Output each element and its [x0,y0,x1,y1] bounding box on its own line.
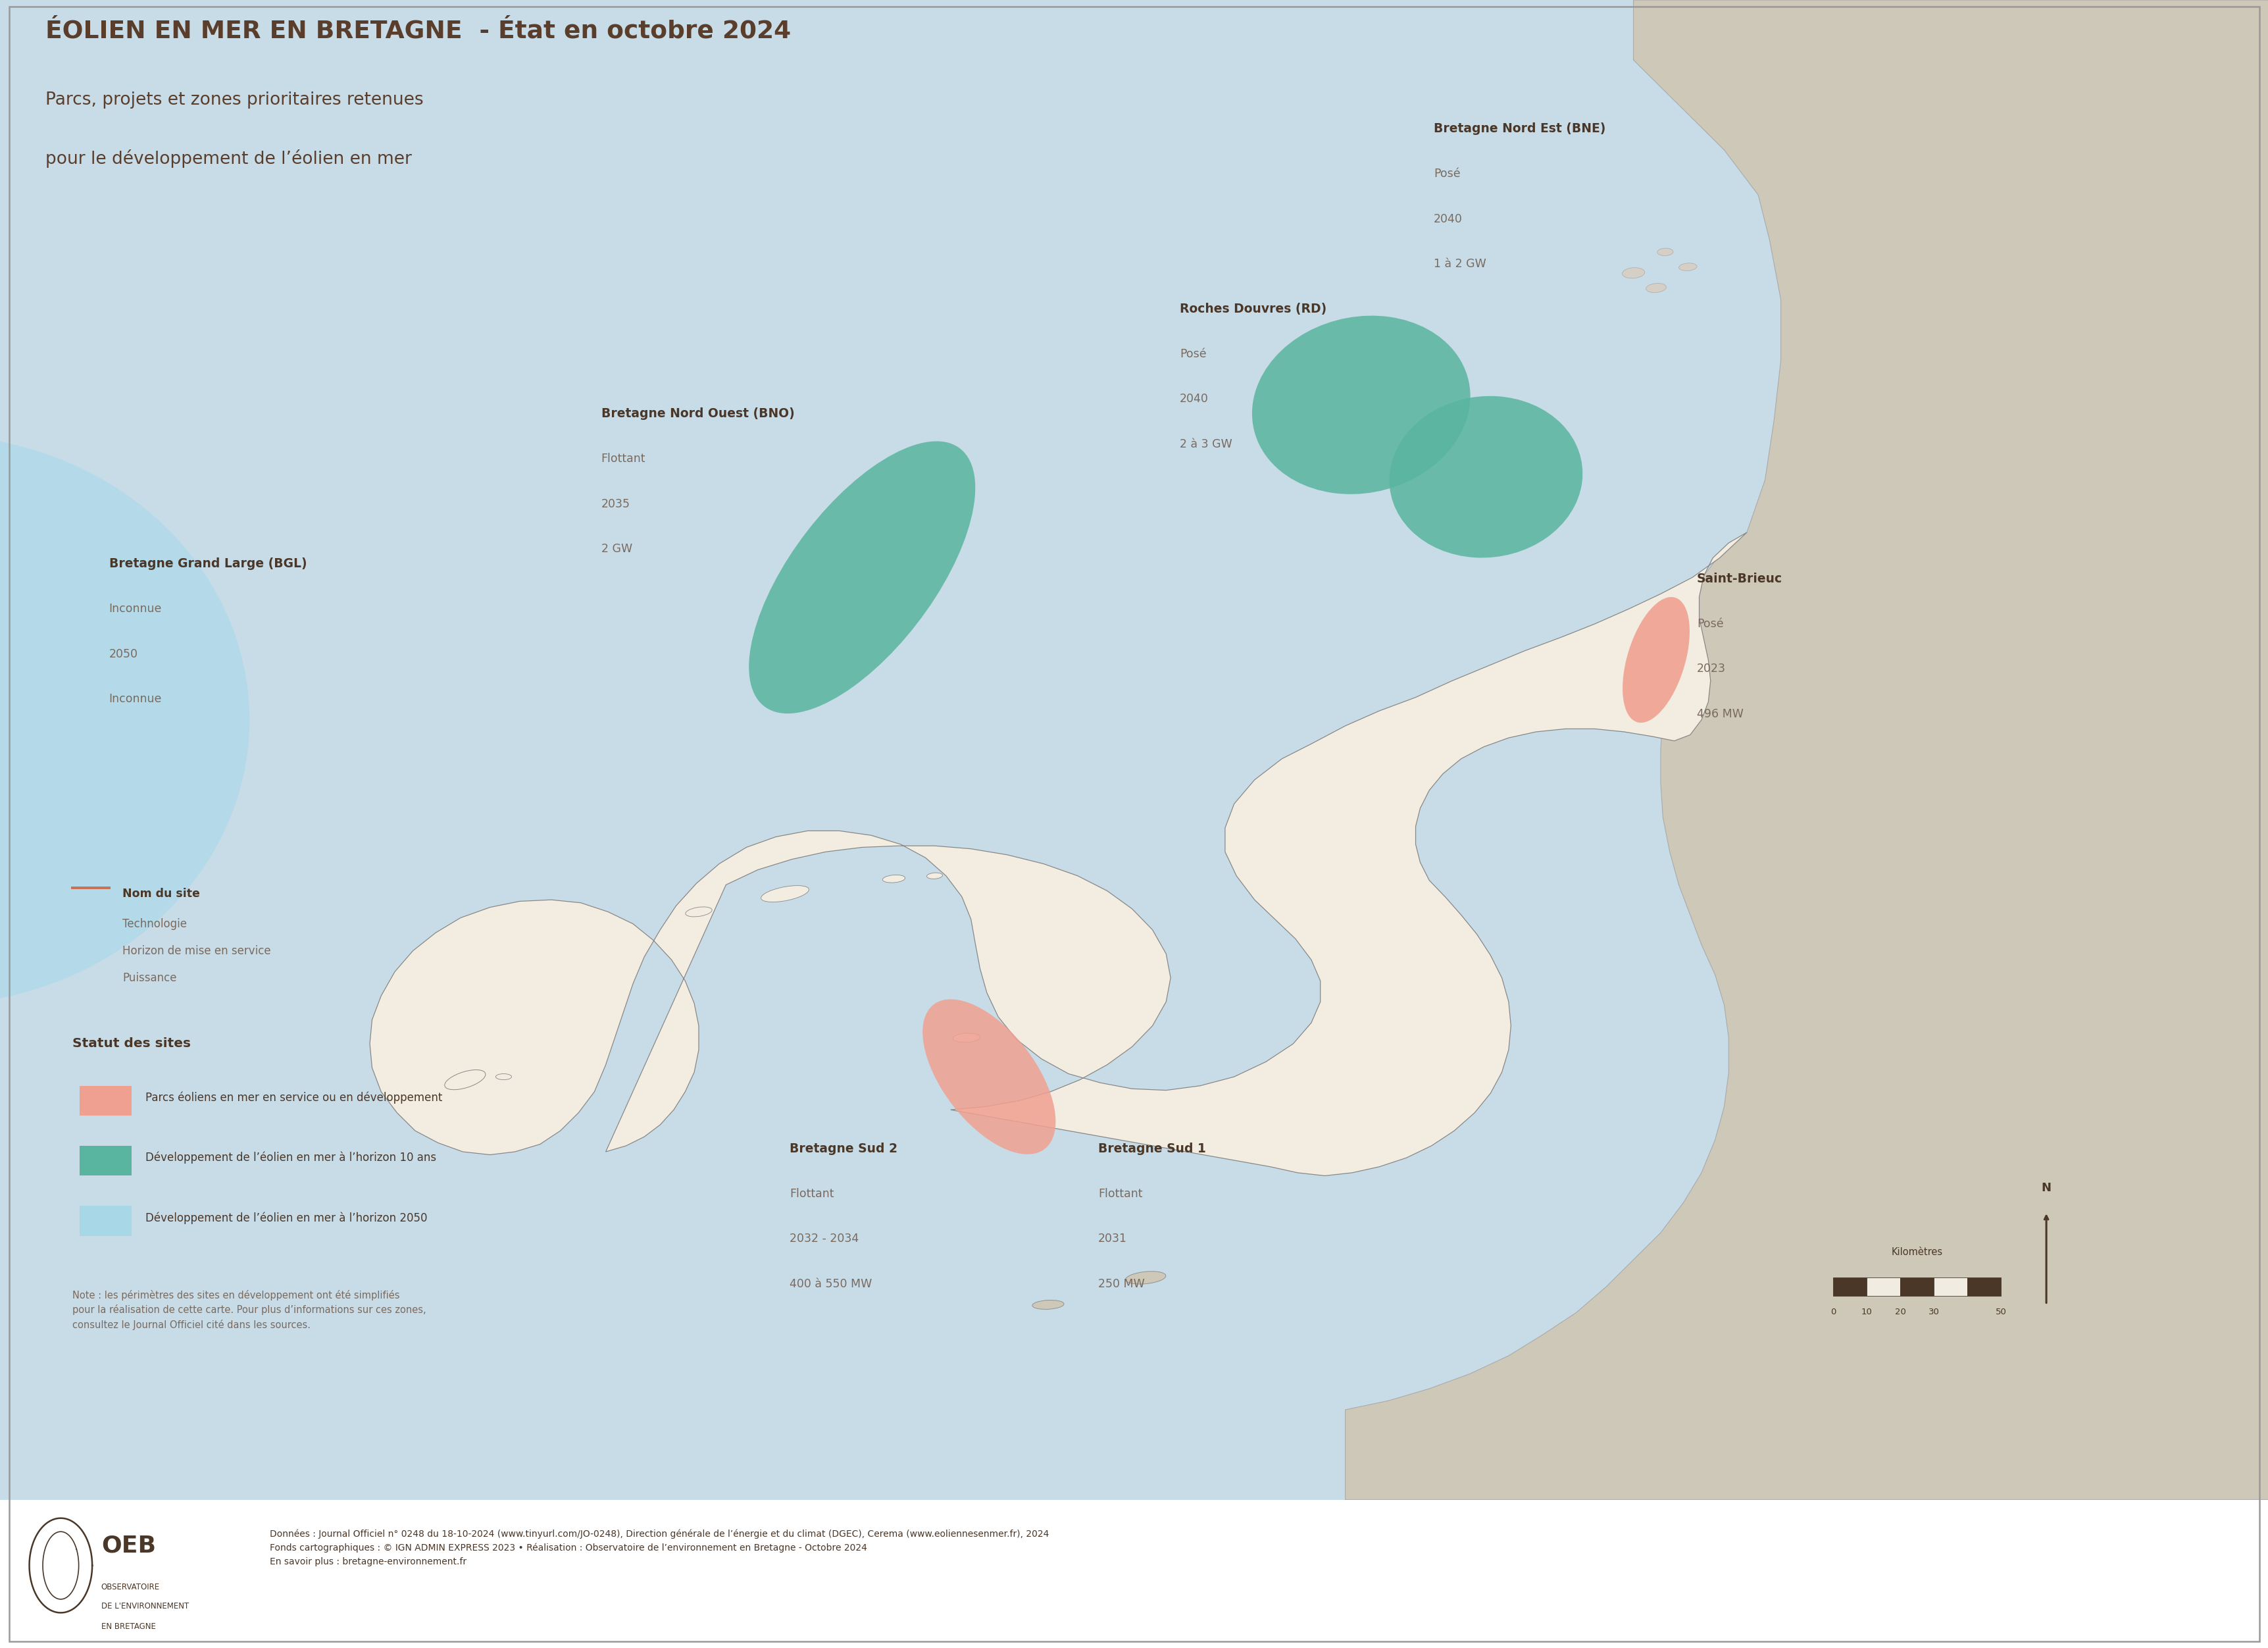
Text: 400 à 550 MW: 400 à 550 MW [789,1277,871,1290]
Text: 2040: 2040 [1433,213,1463,224]
Text: Flottant: Flottant [1098,1188,1143,1200]
Text: 250 MW: 250 MW [1098,1277,1145,1290]
Text: 0: 0 [1830,1309,1835,1317]
Text: Bretagne Nord Est (BNE): Bretagne Nord Est (BNE) [1433,122,1606,135]
Ellipse shape [1388,396,1583,557]
FancyBboxPatch shape [1901,1277,1932,1295]
Text: Parcs éoliens en mer en service ou en développement: Parcs éoliens en mer en service ou en dé… [145,1091,442,1104]
Text: Bretagne Nord Ouest (BNO): Bretagne Nord Ouest (BNO) [601,407,794,420]
Text: N: N [2041,1182,2050,1193]
Ellipse shape [1658,249,1672,255]
Text: 2 GW: 2 GW [601,544,633,555]
Text: EN BRETAGNE: EN BRETAGNE [102,1622,156,1632]
Text: 20: 20 [1894,1309,1905,1317]
Text: 30: 30 [1928,1309,1939,1317]
Text: Posé: Posé [1179,348,1207,359]
Polygon shape [370,532,1746,1175]
Text: DE L'ENVIRONNEMENT: DE L'ENVIRONNEMENT [102,1602,188,1610]
FancyBboxPatch shape [1932,1277,1966,1295]
Ellipse shape [760,885,810,901]
Text: Développement de l’éolien en mer à l’horizon 10 ans: Développement de l’éolien en mer à l’hor… [145,1152,435,1163]
Text: Horizon de mise en service: Horizon de mise en service [122,944,270,957]
Text: Puissance: Puissance [122,972,177,984]
Text: OEB: OEB [102,1534,156,1557]
Text: Bretagne Sud 2: Bretagne Sud 2 [789,1142,898,1155]
Text: 2031: 2031 [1098,1233,1127,1244]
Text: Parcs, projets et zones prioritaires retenues: Parcs, projets et zones prioritaires ret… [45,92,424,109]
Text: Inconnue: Inconnue [109,603,161,615]
Text: Flottant: Flottant [789,1188,835,1200]
Text: 1 à 2 GW: 1 à 2 GW [1433,259,1486,270]
Text: Bretagne Sud 1: Bretagne Sud 1 [1098,1142,1207,1155]
Text: Roches Douvres (RD): Roches Douvres (RD) [1179,303,1327,315]
Ellipse shape [494,1074,513,1079]
Ellipse shape [0,435,249,1005]
Text: 2032 - 2034: 2032 - 2034 [789,1233,860,1244]
Ellipse shape [1622,267,1644,279]
Text: Bretagne Grand Large (BGL): Bretagne Grand Large (BGL) [109,557,306,570]
Ellipse shape [1125,1271,1166,1284]
Ellipse shape [923,999,1055,1154]
Polygon shape [1345,0,2268,1500]
FancyBboxPatch shape [79,1206,132,1236]
Ellipse shape [928,873,941,878]
Text: OBSERVATOIRE: OBSERVATOIRE [102,1584,159,1592]
Ellipse shape [685,906,712,916]
FancyBboxPatch shape [1867,1277,1901,1295]
Text: 2 à 3 GW: 2 à 3 GW [1179,438,1232,450]
Ellipse shape [1647,283,1665,293]
Text: Inconnue: Inconnue [109,694,161,705]
Text: Note : les périmètres des sites en développement ont été simplifiés
pour la réal: Note : les périmètres des sites en dével… [73,1290,426,1330]
Text: Flottant: Flottant [601,453,646,465]
Text: 2040: 2040 [1179,394,1209,405]
FancyBboxPatch shape [1833,1277,1867,1295]
Text: Nom du site: Nom du site [122,888,200,900]
Text: Posé: Posé [1433,168,1461,180]
Ellipse shape [882,875,905,883]
Text: pour le développement de l’éolien en mer: pour le développement de l’éolien en mer [45,150,413,168]
FancyBboxPatch shape [1966,1277,2000,1295]
Text: 2023: 2023 [1696,662,1726,676]
FancyBboxPatch shape [79,1145,132,1175]
Ellipse shape [1678,264,1696,270]
Ellipse shape [1032,1300,1064,1309]
Text: Technologie: Technologie [122,918,186,929]
Ellipse shape [1622,597,1690,723]
Text: Kilomètres: Kilomètres [1892,1248,1941,1257]
Ellipse shape [1252,316,1470,494]
Ellipse shape [953,1033,980,1042]
FancyBboxPatch shape [79,1086,132,1116]
Text: Développement de l’éolien en mer à l’horizon 2050: Développement de l’éolien en mer à l’hor… [145,1211,426,1224]
Text: Saint-Brieuc: Saint-Brieuc [1696,572,1783,585]
Text: 2050: 2050 [109,648,138,659]
Text: 496 MW: 496 MW [1696,709,1744,720]
Text: Posé: Posé [1696,618,1724,630]
Text: 10: 10 [1860,1309,1871,1317]
Text: Statut des sites: Statut des sites [73,1037,191,1050]
Text: 2035: 2035 [601,498,631,509]
Text: Données : Journal Officiel n° 0248 du 18-10-2024 (www.tinyurl.com/JO-0248), Dire: Données : Journal Officiel n° 0248 du 18… [270,1529,1048,1567]
Text: 50: 50 [1996,1309,2005,1317]
Ellipse shape [748,442,975,714]
Text: ÉOLIEN EN MER EN BRETAGNE  - État en octobre 2024: ÉOLIEN EN MER EN BRETAGNE - État en octo… [45,20,792,43]
Ellipse shape [445,1070,485,1089]
